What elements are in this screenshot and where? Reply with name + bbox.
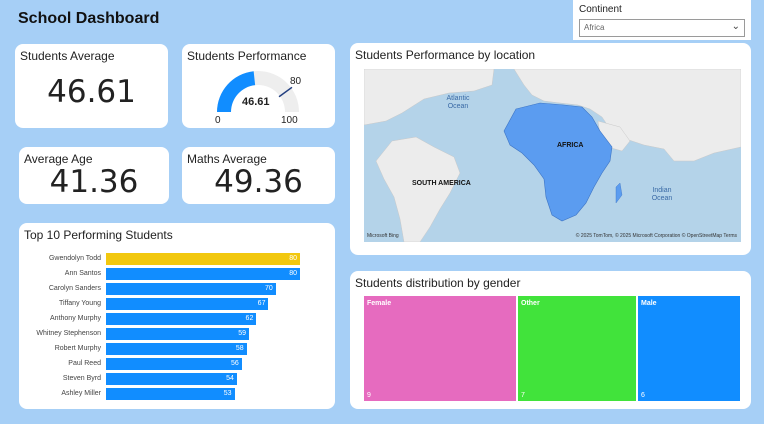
performance-gauge xyxy=(217,71,299,112)
gauge-target-marker xyxy=(278,86,293,98)
bar[interactable]: 54 xyxy=(106,373,237,385)
bar-row[interactable]: Whitney Stephenson 59 xyxy=(19,328,335,340)
location-map[interactable]: Atlantic Ocean AFRICA SOUTH AMERICA Indi… xyxy=(364,69,741,242)
treemap-value: 6 xyxy=(641,392,645,399)
bar[interactable]: 70 xyxy=(106,283,276,295)
slicer-label: Continent xyxy=(579,4,622,15)
bar-category-label: Anthony Murphy xyxy=(50,315,101,322)
africa-shape xyxy=(503,102,613,222)
card-title: Students Average xyxy=(20,49,115,63)
bar-category-label: Steven Byrd xyxy=(62,375,101,382)
gauge-fill xyxy=(217,71,256,112)
bar[interactable]: 80 xyxy=(106,268,300,280)
card-title: Top 10 Performing Students xyxy=(24,228,173,242)
bar[interactable]: 58 xyxy=(106,343,247,355)
bar-category-label: Whitney Stephenson xyxy=(36,330,101,337)
north-america-shape xyxy=(364,69,495,126)
treemap-other[interactable]: Other 7 xyxy=(518,296,636,401)
bar-data-label: 59 xyxy=(238,330,247,337)
bar-data-label: 54 xyxy=(226,375,234,382)
south-america-shape xyxy=(375,136,461,242)
bar[interactable]: 62 xyxy=(106,313,257,325)
africa-label: AFRICA xyxy=(557,142,584,149)
kpi-value: 41.36 xyxy=(49,164,139,200)
bar-category-label: Paul Reed xyxy=(68,360,101,367)
bar-data-label: 53 xyxy=(223,390,232,397)
continent-dropdown[interactable]: Africa ⌄ xyxy=(579,19,745,37)
bar[interactable]: 56 xyxy=(106,358,242,370)
dropdown-value: Africa xyxy=(584,23,605,32)
kpi-value: 46.61 xyxy=(47,74,136,110)
card-title: Students Performance by location xyxy=(355,48,536,62)
map-attribution[interactable]: © 2025 TomTom, © 2025 Microsoft Corporat… xyxy=(575,233,737,239)
indian-ocean-label: Indian Ocean xyxy=(651,187,673,202)
gauge-value: 46.61 xyxy=(242,96,270,108)
bar-data-label: 58 xyxy=(235,345,244,352)
bar-row[interactable]: Ashley Miller 53 xyxy=(19,388,335,400)
bar-data-label: 56 xyxy=(231,360,239,367)
map-card[interactable]: Students Performance by location Atlanti… xyxy=(350,43,751,255)
treemap-male[interactable]: Male 6 xyxy=(638,296,740,401)
treemap-label: Female xyxy=(367,300,392,307)
bar-category-label: Ashley Miller xyxy=(61,390,101,397)
bar[interactable]: 67 xyxy=(106,298,269,310)
south-america-label: SOUTH AMERICA xyxy=(412,180,471,187)
bar-row[interactable]: Steven Byrd 54 xyxy=(19,373,335,385)
maths-average-card[interactable]: Maths Average 49.36 xyxy=(182,147,335,204)
madagascar-shape xyxy=(615,182,623,204)
bar-row[interactable]: Carolyn Sanders 70 xyxy=(19,283,335,295)
students-average-card[interactable]: Students Average 46.61 xyxy=(15,44,168,128)
bar-row[interactable]: Anthony Murphy 62 xyxy=(19,313,335,325)
bar-row[interactable]: Gwendolyn Todd 80 xyxy=(19,253,335,265)
bar-data-label: 80 xyxy=(289,270,297,277)
card-title: Maths Average xyxy=(187,152,267,166)
atlantic-ocean-label: Atlantic Ocean xyxy=(446,95,470,110)
map-shapes xyxy=(364,69,741,242)
students-performance-card[interactable]: Students Performance 46.61 80 0 100 xyxy=(182,44,335,128)
bar-category-label: Robert Murphy xyxy=(54,345,101,352)
card-title: Students distribution by gender xyxy=(355,276,521,290)
card-title: Average Age xyxy=(24,152,93,166)
bar[interactable]: 80 xyxy=(106,253,300,265)
treemap-female[interactable]: Female 9 xyxy=(364,296,516,401)
treemap-label: Male xyxy=(641,300,657,307)
kpi-value: 49.36 xyxy=(214,164,303,200)
bar-category-label: Gwendolyn Todd xyxy=(48,255,101,262)
average-age-card[interactable]: Average Age 41.36 xyxy=(19,147,169,204)
bar-data-label: 70 xyxy=(264,285,273,292)
bar-category-label: Ann Santos xyxy=(64,270,101,277)
continent-slicer[interactable]: Continent Africa ⌄ xyxy=(573,0,751,40)
card-title: Students Performance xyxy=(187,49,307,63)
treemap-label: Other xyxy=(521,300,540,307)
treemap-value: 7 xyxy=(521,392,525,399)
microsoft-logo: Microsoft Bing xyxy=(367,233,399,239)
bar[interactable]: 59 xyxy=(106,328,250,340)
gender-card[interactable]: Students distribution by gender Female 9… xyxy=(350,271,751,409)
bar-row[interactable]: Robert Murphy 58 xyxy=(19,343,335,355)
bar-row[interactable]: Tiffany Young 67 xyxy=(19,298,335,310)
dashboard-title: School Dashboard xyxy=(18,10,160,27)
top-students-card[interactable]: Top 10 Performing Students Gwendolyn Tod… xyxy=(19,223,335,409)
gauge-min-label: 0 xyxy=(215,115,221,126)
treemap-value: 9 xyxy=(367,392,371,399)
gauge-max-label: 100 xyxy=(281,115,298,126)
bar-data-label: 67 xyxy=(257,300,266,307)
chevron-down-icon: ⌄ xyxy=(731,21,740,32)
bar-category-label: Tiffany Young xyxy=(58,300,101,307)
bar-row[interactable]: Ann Santos 80 xyxy=(19,268,335,280)
bar-category-label: Carolyn Sanders xyxy=(48,285,101,292)
bar-data-label: 80 xyxy=(289,255,297,262)
bar[interactable]: 53 xyxy=(106,388,235,400)
gauge-target-label: 80 xyxy=(290,76,302,87)
bar-row[interactable]: Paul Reed 56 xyxy=(19,358,335,370)
bar-data-label: 62 xyxy=(245,315,254,322)
